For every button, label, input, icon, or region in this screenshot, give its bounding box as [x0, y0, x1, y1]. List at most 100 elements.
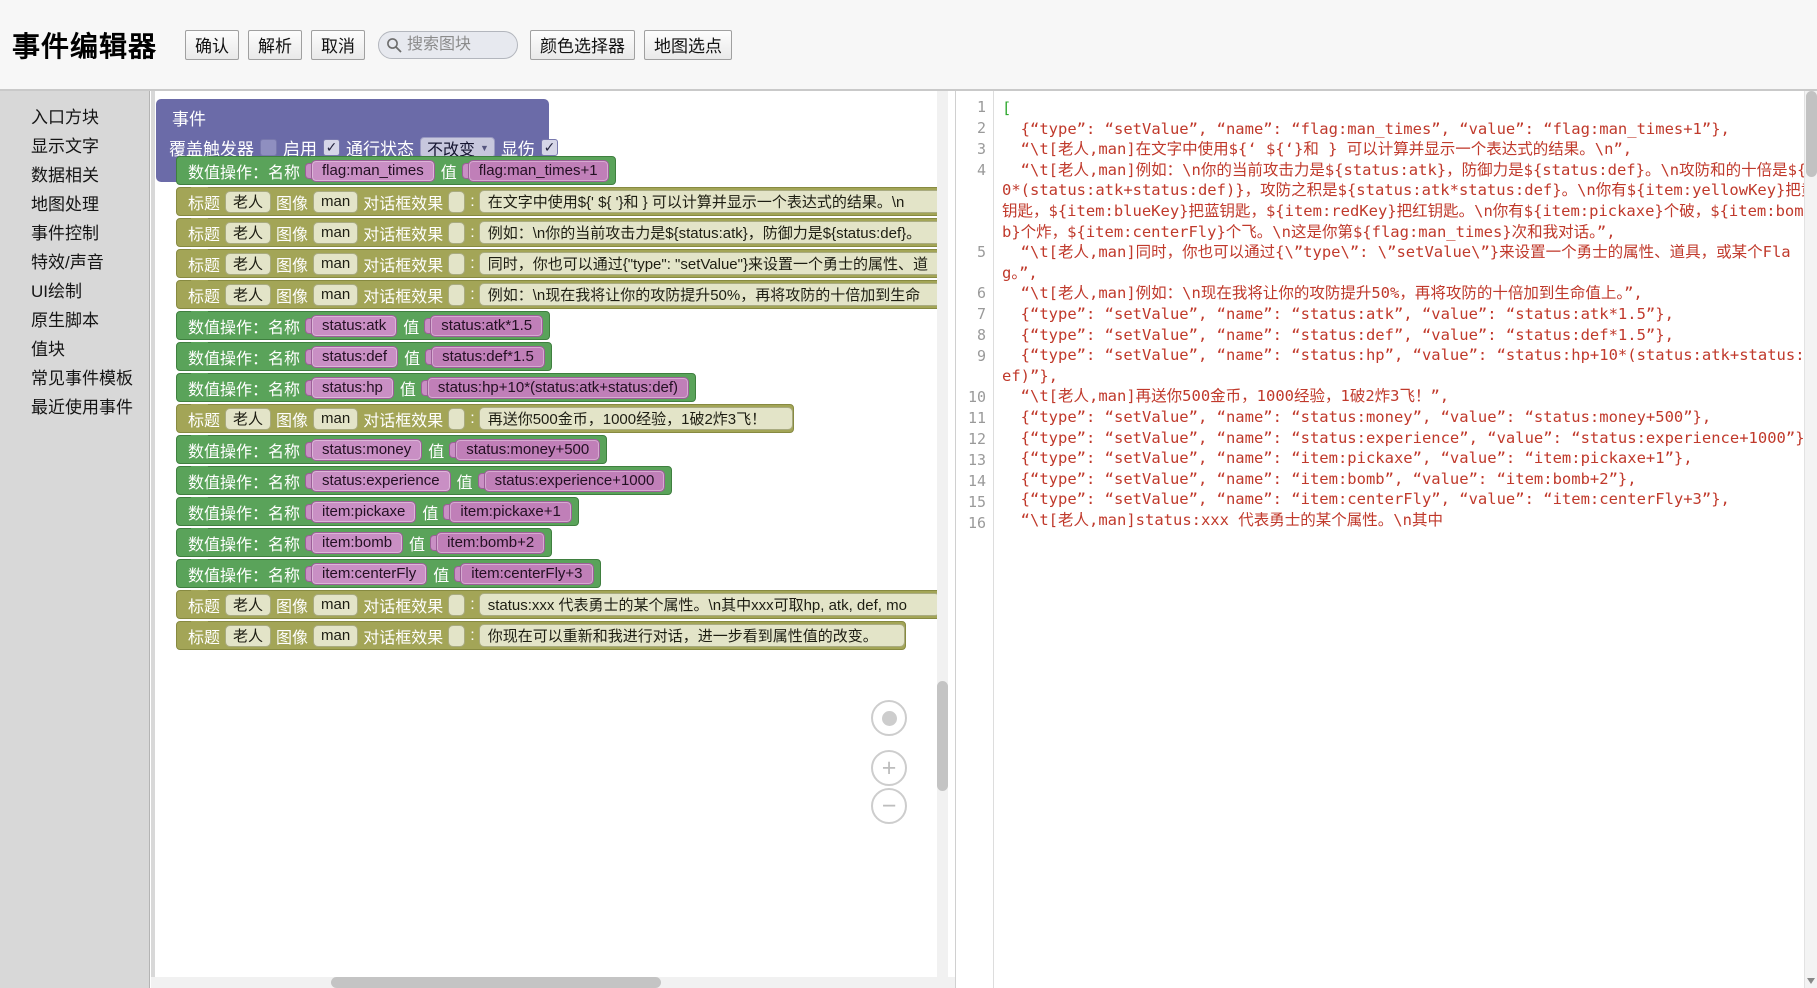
dialog-text-field[interactable]: status:xxx 代表勇士的某个属性。\n其中xxx可取hp, atk, d…	[478, 593, 940, 616]
code-text-area[interactable]: [ {“type”: “setValue”, “name”: “flag:man…	[994, 91, 1817, 988]
speaker-field[interactable]: 老人	[225, 283, 272, 306]
value-operation-block[interactable]: 数值操作：名称 status:money 值 status:money+500	[176, 435, 608, 464]
value-operation-block[interactable]: 数值操作：名称 item:pickaxe 值 item:pickaxe+1	[176, 497, 579, 526]
dialog-text-field[interactable]: 同时，你也可以通过{"type": "setValue"}来设置一个勇士的属性、…	[478, 252, 945, 275]
canvas-vertical-scrollbar[interactable]	[937, 91, 948, 988]
dialog-text-field[interactable]: 例如：\n你的当前攻击力是${status:atk}，防御力是${status:…	[478, 221, 945, 244]
override-trigger-checkbox[interactable]	[260, 139, 277, 156]
pass-state-select[interactable]: 不改变 ▼	[420, 137, 495, 159]
image-field[interactable]: man	[313, 407, 359, 430]
speaker-field[interactable]: 老人	[225, 221, 272, 244]
image-field[interactable]: man	[313, 624, 359, 647]
dialog-effect-field[interactable]	[448, 624, 466, 647]
sidebar-item-2[interactable]: 数据相关	[31, 166, 99, 185]
title-text-block[interactable]: 标题 老人 图像 man 对话框效果: 例如：\n现在我将让你的攻防提升50%，再将攻防的…	[176, 280, 946, 309]
zoom-in-button[interactable]: +	[871, 750, 907, 786]
variable-name-field[interactable]: status:experience	[311, 469, 451, 492]
sidebar-item-6[interactable]: UI绘制	[31, 282, 82, 301]
speaker-field[interactable]: 老人	[225, 407, 272, 430]
variable-name-field[interactable]: status:def	[311, 345, 399, 368]
value-operation-block[interactable]: 数值操作：名称 status:hp 值 status:hp+10*(status:at…	[176, 373, 697, 402]
image-field[interactable]: man	[313, 252, 359, 275]
title-text-block[interactable]: 标题 老人 图像 man 对话框效果: 例如：\n你的当前攻击力是${status:atk…	[176, 218, 946, 247]
title-text-block[interactable]: 标题 老人 图像 man 对话框效果: 在文字中使用${' ${ '}和 } 可以计算并显…	[176, 187, 946, 216]
title-text-block[interactable]: 标题 老人 图像 man 对话框效果: status:xxx 代表勇士的某个属性。\n其中…	[176, 590, 941, 619]
variable-value-field[interactable]: status:money+500	[455, 438, 601, 461]
code-vertical-scroll-thumb[interactable]	[1806, 91, 1817, 177]
speaker-field[interactable]: 老人	[225, 624, 272, 647]
scroll-down-icon[interactable]	[1807, 978, 1815, 984]
variable-name-field[interactable]: status:atk	[311, 314, 398, 337]
variable-name-field[interactable]: status:hp	[311, 376, 394, 399]
variable-value-field[interactable]: status:experience+1000	[483, 469, 666, 492]
speaker-field[interactable]: 老人	[225, 190, 272, 213]
sidebar-item-9[interactable]: 常见事件模板	[31, 369, 133, 388]
sidebar-item-7[interactable]: 原生脚本	[31, 311, 99, 330]
variable-value-field[interactable]: item:centerFly+3	[460, 562, 594, 585]
sidebar-item-10[interactable]: 最近使用事件	[31, 398, 133, 417]
recenter-icon[interactable]	[871, 700, 907, 736]
dialog-effect-field[interactable]	[448, 252, 466, 275]
variable-name-field[interactable]: item:centerFly	[311, 562, 428, 585]
confirm-button[interactable]: 确认	[185, 29, 240, 60]
dialog-effect-field[interactable]	[448, 593, 466, 616]
dialog-text-field[interactable]: 例如：\n现在我将让你的攻防提升50%，再将攻防的十倍加到生命	[478, 283, 945, 306]
code-line: “\t[老人,man]同时，你也可以通过{\”type\”: \”setValu…	[1002, 243, 1791, 282]
plug-notch	[449, 441, 457, 458]
dialog-text-field[interactable]: 再送你500金币，1000经验，1破2炸3飞！	[478, 407, 793, 430]
dialog-effect-field[interactable]	[448, 221, 466, 244]
image-field[interactable]: man	[313, 593, 359, 616]
enable-checkbox[interactable]: ✓	[323, 139, 340, 156]
zoom-out-button[interactable]: −	[871, 788, 907, 824]
search-input[interactable]	[405, 34, 510, 55]
sidebar-item-3[interactable]: 地图处理	[31, 195, 99, 214]
value-operation-block[interactable]: 数值操作：名称 flag:man_times 值 flag:man_times+1	[176, 156, 616, 185]
sidebar-item-4[interactable]: 事件控制	[31, 224, 99, 243]
parse-button[interactable]: 解析	[248, 29, 303, 60]
json-code-panel[interactable]: 1 2 3 4 5 6 7 8 9 10 11 12 13 14 15 16 [ {“type”: “setV…	[955, 91, 1817, 988]
canvas-horizontal-scroll-thumb[interactable]	[331, 977, 661, 988]
color-picker-button[interactable]: 颜色选择器	[530, 29, 636, 60]
variable-name-field[interactable]: status:money	[311, 438, 423, 461]
dialog-effect-field[interactable]	[448, 283, 466, 306]
variable-name-field[interactable]: item:bomb	[311, 531, 404, 554]
title-text-block[interactable]: 标题 老人 图像 man 对话框效果: 同时，你也可以通过{"type": "setVal…	[176, 249, 946, 278]
speaker-field[interactable]: 老人	[225, 593, 272, 616]
sidebar-item-5[interactable]: 特效/声音	[31, 253, 104, 272]
dialog-effect-field[interactable]	[448, 190, 466, 213]
variable-value-field[interactable]: item:bomb+2	[436, 531, 546, 554]
variable-value-field[interactable]: item:pickaxe+1	[449, 500, 572, 523]
speaker-field[interactable]: 老人	[225, 252, 272, 275]
canvas-vertical-scroll-thumb[interactable]	[937, 681, 948, 791]
map-point-button[interactable]: 地图选点	[644, 29, 733, 60]
sidebar-item-8[interactable]: 值块	[31, 340, 65, 359]
value-operation-block[interactable]: 数值操作：名称 item:centerFly 值 item:centerFly+3	[176, 559, 601, 588]
block-canvas[interactable]: 事件 覆盖触发器 启用 ✓ 通行状态 不改变 ▼ 显伤 ✓ 数值操作：名称 fla…	[151, 91, 955, 988]
code-vertical-scrollbar[interactable]	[1804, 91, 1817, 988]
sidebar-item-1[interactable]: 显示文字	[31, 137, 99, 156]
sidebar-item-0[interactable]: 入口方块	[31, 108, 99, 127]
dialog-text-field[interactable]: 在文字中使用${' ${ '}和 } 可以计算并显示一个表达式的结果。\n	[478, 190, 945, 213]
show-damage-checkbox[interactable]: ✓	[540, 139, 558, 156]
variable-value-field[interactable]: flag:man_times+1	[467, 159, 609, 182]
image-field[interactable]: man	[313, 283, 359, 306]
value-operation-block[interactable]: 数值操作：名称 status:def 值 status:def*1.5	[176, 342, 552, 371]
variable-value-field[interactable]: status:atk*1.5	[430, 314, 544, 337]
value-operation-block[interactable]: 数值操作：名称 status:atk 值 status:atk*1.5	[176, 311, 551, 340]
variable-name-field[interactable]: item:pickaxe	[311, 500, 417, 523]
cancel-button[interactable]: 取消	[311, 29, 366, 60]
title-text-block[interactable]: 标题 老人 图像 man 对话框效果: 再送你500金币，1000经验，1破2炸3飞！	[176, 404, 794, 433]
image-field[interactable]: man	[313, 221, 359, 244]
search-box[interactable]	[378, 30, 519, 59]
title-text-block[interactable]: 标题 老人 图像 man 对话框效果: 你现在可以重新和我进行对话，进一步看到属性值的改变…	[176, 621, 906, 650]
value-label: 值	[422, 505, 439, 523]
value-operation-block[interactable]: 数值操作：名称 item:bomb 值 item:bomb+2	[176, 528, 553, 557]
variable-value-field[interactable]: status:def*1.5	[431, 345, 545, 368]
dialog-effect-field[interactable]	[448, 407, 466, 430]
value-operation-block[interactable]: 数值操作：名称 status:experience 值 status:experien…	[176, 466, 673, 495]
canvas-horizontal-scrollbar[interactable]	[151, 977, 955, 988]
image-field[interactable]: man	[313, 190, 359, 213]
variable-value-field[interactable]: status:hp+10*(status:atk+status:def)	[426, 376, 690, 399]
variable-name-field[interactable]: flag:man_times	[311, 159, 435, 182]
dialog-text-field[interactable]: 你现在可以重新和我进行对话，进一步看到属性值的改变。	[478, 624, 905, 647]
